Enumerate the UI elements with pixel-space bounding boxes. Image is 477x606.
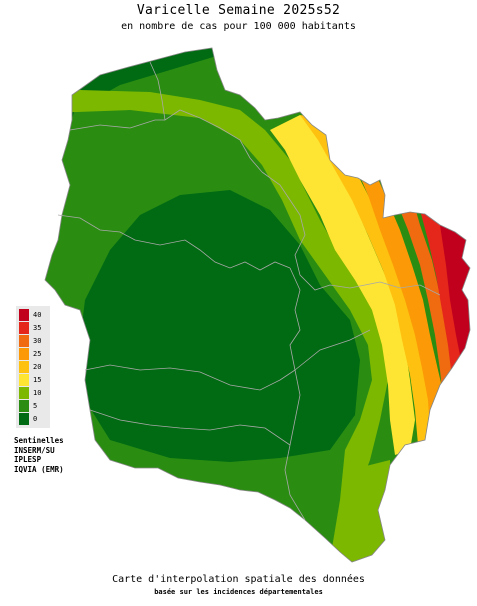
- legend-swatch-10: [19, 387, 29, 399]
- map-subtitle: en nombre de cas pour 100 000 habitants: [121, 21, 356, 32]
- legend-swatch-40: [19, 309, 29, 321]
- legend-label-15: 15: [33, 376, 42, 384]
- legend-swatch-15: [19, 374, 29, 386]
- zone-amber: [300, 115, 435, 445]
- source-sentinelles: Sentinelles: [14, 436, 64, 445]
- footer-subcaption: basée sur les incidences départementales: [154, 588, 323, 596]
- legend-swatch-25: [19, 348, 29, 360]
- department-borders: [44, 47, 471, 563]
- legend-label-25: 25: [33, 350, 42, 358]
- legend-swatch-35: [19, 322, 29, 334]
- footer-caption: Carte d'interpolation spatiale des donné…: [112, 574, 365, 585]
- legend-label-35: 35: [33, 324, 42, 332]
- legend-label-10: 10: [33, 389, 42, 397]
- legend-swatch-20: [19, 361, 29, 373]
- zone-light-green-south: [340, 460, 395, 562]
- source-iqvia: IQVIA (EMR): [14, 464, 64, 474]
- zone-red: [410, 190, 466, 378]
- legend-label-30: 30: [33, 337, 42, 345]
- source-inserm: INSERM/SU: [14, 445, 55, 455]
- legend-label-40: 40: [33, 311, 42, 319]
- zone-dark-orange: [380, 180, 458, 400]
- legend-label-20: 20: [33, 363, 42, 371]
- legend-label-0: 0: [33, 415, 38, 423]
- legend-swatch-30: [19, 335, 29, 347]
- map-title: Varicelle Semaine 2025s52: [136, 3, 341, 18]
- legend-label-5: 5: [33, 402, 38, 410]
- color-legend: 40 35 30 25 20 15 10 5 0: [16, 306, 50, 428]
- source-iplesp: IPLESP: [14, 455, 42, 465]
- zone-light-green-band: [45, 90, 388, 562]
- legend-swatch-5: [19, 400, 29, 412]
- data-sources: Sentinelles INSERM/SU IPLESP IQVIA (EMR): [14, 436, 64, 474]
- legend-swatch-0: [19, 413, 29, 425]
